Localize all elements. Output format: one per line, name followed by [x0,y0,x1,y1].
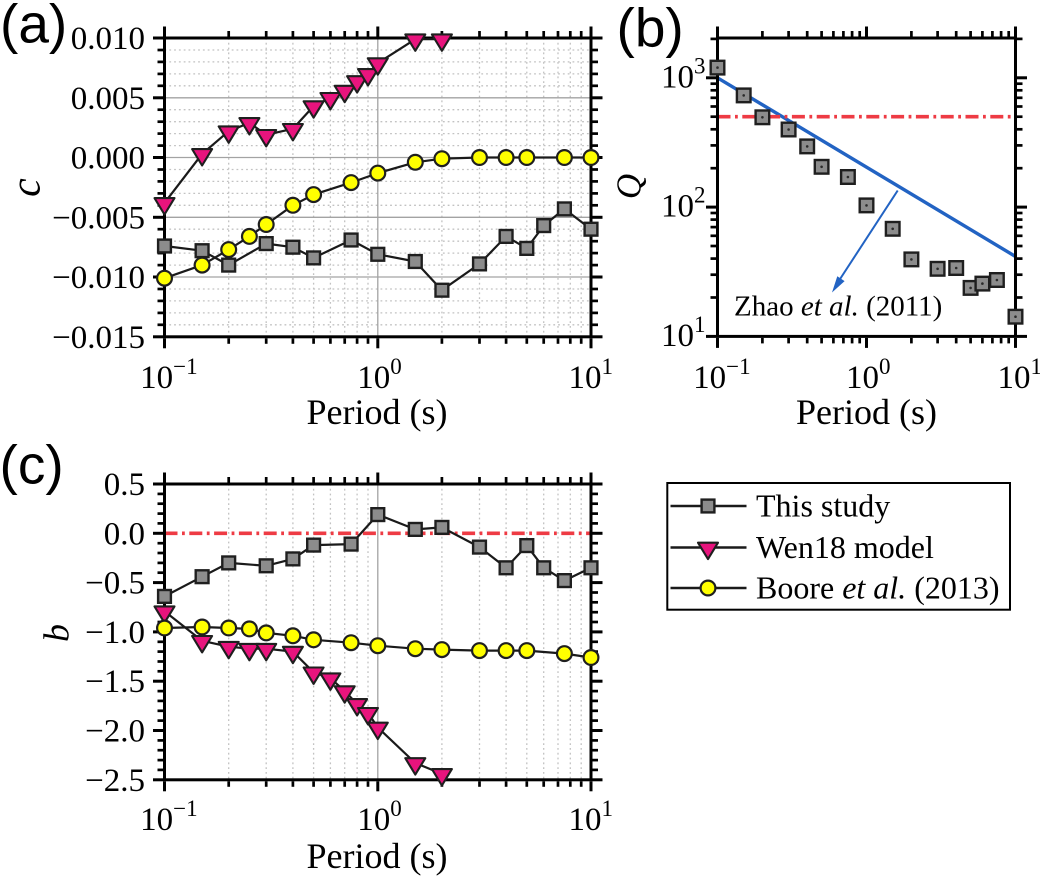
svg-text:10: 10 [569,360,602,396]
svg-text:Zhao et al. (2011): Zhao et al. (2011) [734,291,942,323]
svg-text:10: 10 [569,802,602,838]
svg-text:0.0: 0.0 [104,516,145,552]
svg-text:Period (s): Period (s) [307,392,448,432]
svg-text:10: 10 [661,318,694,354]
svg-text:10: 10 [661,59,694,95]
svg-text:−0.015: −0.015 [52,320,145,356]
svg-text:−1.0: −1.0 [85,615,145,651]
svg-text:1: 1 [602,796,614,821]
svg-text:Q: Q [610,174,649,199]
svg-text:2: 2 [694,183,706,208]
svg-text:−0.010: −0.010 [52,260,145,296]
svg-text:(a): (a) [0,0,67,55]
svg-text:−1: −1 [173,796,197,821]
svg-text:0.005: 0.005 [71,81,145,117]
svg-text:1: 1 [694,312,706,337]
svg-text:−1: −1 [726,354,750,379]
svg-text:1: 1 [602,354,614,379]
svg-text:Wen18 model: Wen18 model [756,529,934,565]
svg-text:Period (s): Period (s) [307,836,448,876]
svg-text:c: c [4,178,50,197]
svg-text:−2.5: −2.5 [85,763,145,799]
svg-text:0: 0 [390,796,402,821]
svg-text:Period (s): Period (s) [796,392,937,432]
svg-text:−0.005: −0.005 [52,200,145,236]
svg-text:(b): (b) [617,0,684,59]
svg-text:10: 10 [693,360,726,396]
svg-text:10: 10 [357,360,390,396]
svg-text:10: 10 [661,189,694,225]
svg-text:0.010: 0.010 [71,21,145,57]
svg-text:3: 3 [694,53,706,78]
svg-text:−0.5: −0.5 [85,566,145,602]
svg-text:0: 0 [879,354,891,379]
svg-text:1: 1 [1031,354,1040,379]
svg-text:0: 0 [390,354,402,379]
svg-text:−1: −1 [173,354,197,379]
svg-text:10: 10 [140,360,173,396]
svg-text:10: 10 [140,802,173,838]
svg-text:10: 10 [357,802,390,838]
svg-text:−1.5: −1.5 [85,664,145,700]
svg-text:This study: This study [756,488,890,524]
svg-text:10: 10 [846,360,879,396]
svg-text:10: 10 [998,360,1031,396]
svg-text:Boore et al. (2013): Boore et al. (2013) [756,570,1000,606]
svg-text:(c): (c) [0,434,64,496]
svg-text:b: b [37,624,77,642]
svg-text:−2.0: −2.0 [85,714,145,750]
svg-text:0.000: 0.000 [71,141,145,177]
svg-text:0.5: 0.5 [104,467,145,503]
